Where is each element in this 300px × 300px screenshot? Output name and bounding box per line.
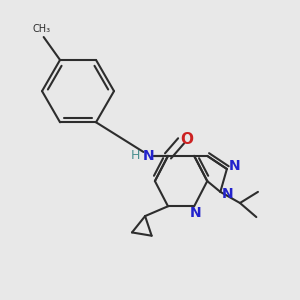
Text: N: N — [143, 149, 155, 163]
Text: H: H — [131, 149, 141, 162]
Text: O: O — [181, 132, 194, 147]
Text: CH₃: CH₃ — [33, 24, 51, 34]
Text: N: N — [228, 159, 240, 173]
Text: N: N — [222, 187, 233, 200]
Text: N: N — [190, 206, 202, 220]
